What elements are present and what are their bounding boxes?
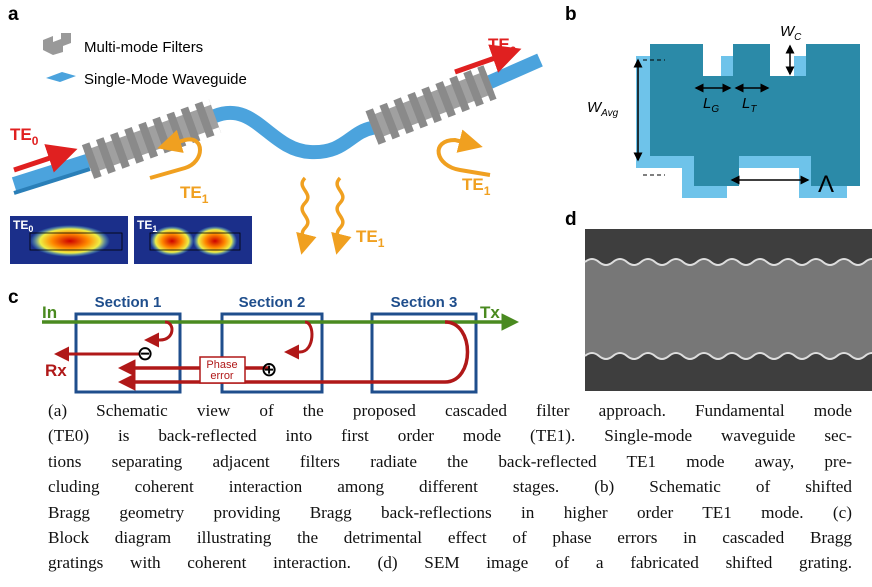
- label: ⊖: [137, 343, 154, 365]
- label: 0: [510, 44, 517, 58]
- label: 1: [152, 224, 157, 234]
- page: {"panel_labels": ["a", "b", "c", "d"], "…: [0, 0, 872, 587]
- path-shape: [302, 178, 308, 248]
- label: Tx: [480, 303, 500, 322]
- label: Section 3: [391, 294, 458, 311]
- label: d: [565, 209, 577, 230]
- label: Section 2: [239, 294, 306, 311]
- label: TE: [137, 218, 152, 232]
- label: TE: [180, 183, 202, 202]
- figure: a b c d Multi-mode Filters Single-Mode W…: [0, 0, 872, 395]
- text-shape: WC: [780, 23, 802, 43]
- caption-line: gratings with coherent interaction. (d) …: [48, 550, 852, 575]
- path-shape: [439, 140, 490, 175]
- label: 1: [202, 192, 209, 206]
- label: a: [8, 4, 19, 25]
- label: TE: [356, 227, 378, 246]
- text-shape: TE1: [356, 227, 385, 250]
- caption: (a) Schematic view of the proposed casca…: [48, 398, 852, 576]
- path-shape: [372, 82, 490, 128]
- caption-line: (a) Schematic view of the proposed casca…: [48, 398, 852, 423]
- label: Rx: [45, 361, 67, 380]
- label: TE: [488, 35, 510, 54]
- path-shape: [337, 178, 343, 248]
- label: ⊕: [261, 359, 278, 381]
- path-shape: [585, 259, 872, 359]
- label: In: [42, 303, 57, 322]
- label: Λ: [818, 171, 834, 198]
- caption-line: tions separating adjacent filters radiat…: [48, 449, 852, 474]
- label: error: [210, 370, 234, 382]
- te0-in: TE0: [10, 125, 39, 148]
- label: 1: [378, 236, 385, 250]
- path-shape: [43, 33, 71, 55]
- label: TE: [13, 218, 28, 232]
- label: C: [794, 32, 802, 43]
- ellipse-shape: [193, 226, 237, 256]
- label: L: [703, 95, 711, 112]
- label: 0: [28, 224, 33, 234]
- label: Section 1: [95, 294, 162, 311]
- label: TE: [462, 175, 484, 194]
- label: L: [742, 95, 750, 112]
- caption-line: Block diagram illustrating the detriment…: [48, 525, 852, 550]
- text-shape: TE1: [180, 183, 209, 206]
- label: Single-Mode Waveguide: [84, 71, 247, 88]
- label: Avg: [600, 108, 618, 119]
- label: Multi-mode Filters: [84, 39, 203, 56]
- label: T: [750, 104, 757, 115]
- label: 1: [484, 184, 491, 198]
- label: TE: [10, 125, 32, 144]
- caption-line: Bragg geometry providing Bragg back-refl…: [48, 500, 852, 525]
- path-shape: [46, 72, 76, 82]
- label: 0: [32, 134, 39, 148]
- label: c: [8, 287, 19, 308]
- caption-line: (TE0) is back-reflected into first order…: [48, 423, 852, 448]
- text-shape: TE1: [462, 175, 491, 198]
- caption-line: cluding coherent interaction among diffe…: [48, 474, 852, 499]
- text-shape: WAvg: [587, 99, 619, 119]
- label: G: [711, 104, 719, 115]
- path-shape: [290, 322, 312, 352]
- label: b: [565, 4, 577, 25]
- ellipse-shape: [30, 225, 110, 257]
- path-shape: [150, 322, 172, 340]
